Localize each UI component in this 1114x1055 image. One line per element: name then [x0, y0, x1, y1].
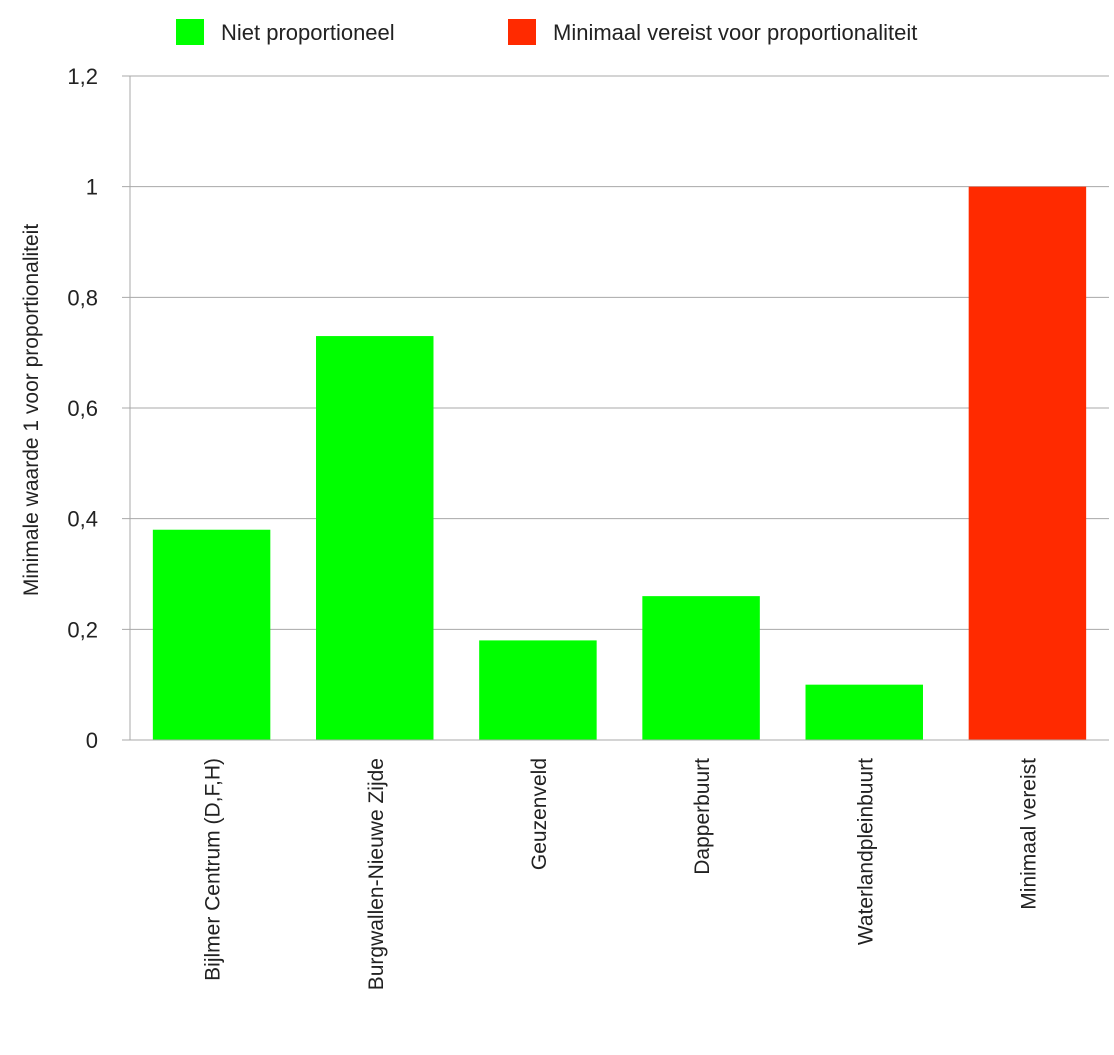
x-tick-label: Burgwallen-Nieuwe Zijde [365, 758, 388, 990]
bars [152, 186, 1087, 740]
y-tick-label: 0,4 [67, 507, 98, 532]
x-tick-label: Geuzenveld [528, 758, 551, 870]
y-tick-label: 0,8 [67, 285, 98, 310]
legend-label: Niet proportioneel [221, 20, 395, 45]
legend-swatch [176, 19, 204, 45]
y-tick-label: 0,2 [67, 617, 98, 642]
bar [805, 684, 923, 740]
y-tick-label: 1,2 [67, 64, 98, 89]
x-tick-label: Minimaal vereist [1017, 758, 1040, 910]
legend-label: Minimaal vereist voor proportionaliteit [553, 20, 917, 45]
legend: Niet proportioneel Minimaal vereist voor … [176, 19, 917, 45]
y-tick-labels: 0 0,2 0,4 0,6 0,8 1 1,2 [67, 64, 98, 753]
bar [152, 529, 271, 740]
bar [642, 596, 760, 740]
legend-swatch [508, 19, 536, 45]
bar [316, 336, 434, 740]
y-tick-label: 0 [86, 728, 98, 753]
bar [479, 640, 597, 740]
axes [122, 76, 1109, 741]
bar [968, 186, 1087, 740]
gridlines [122, 75, 1109, 630]
y-axis-label: Minimale waarde 1 voor proportionaliteit [20, 224, 43, 597]
y-tick-label: 0,6 [67, 396, 98, 421]
x-tick-label: Waterlandpleinbuurt [854, 758, 877, 945]
x-tick-label: Bijlmer Centrum (D,F,H) [202, 758, 225, 981]
y-tick-label: 1 [86, 175, 98, 200]
x-tick-label: Dapperbuurt [691, 758, 714, 875]
x-tick-labels: Bijlmer Centrum (D,F,H) Burgwallen-Nieuwe… [202, 758, 1041, 990]
